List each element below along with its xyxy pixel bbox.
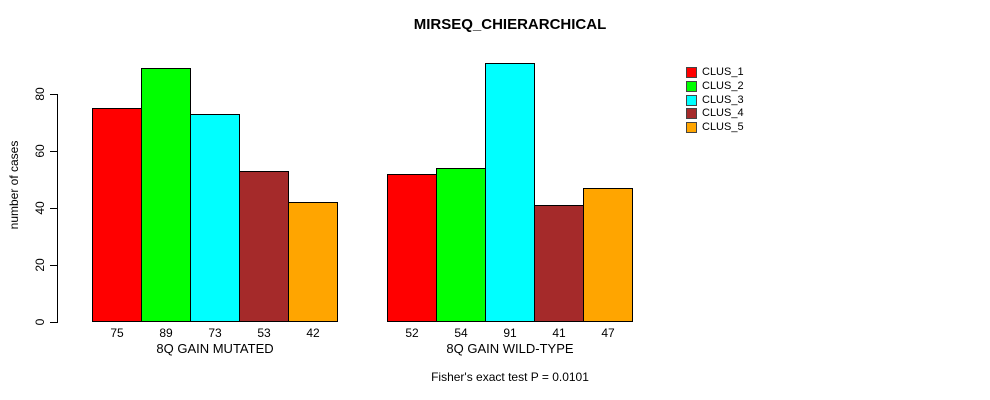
bar-clus_3 <box>190 114 240 322</box>
y-tick-label: 60 <box>33 144 47 158</box>
y-tick-label: 80 <box>33 87 47 101</box>
legend-label: CLUS_4 <box>702 107 744 119</box>
bar-value-label: 73 <box>208 326 222 340</box>
bar-value-label: 47 <box>601 326 615 340</box>
y-tick-mark <box>50 265 57 266</box>
bar-value-label: 42 <box>306 326 320 340</box>
chart-title: MIRSEQ_CHIERARCHICAL <box>413 16 607 33</box>
legend-label: CLUS_5 <box>702 121 744 133</box>
bar-value-label: 41 <box>552 326 566 340</box>
legend-item-clus_3: CLUS_3 <box>686 94 744 107</box>
y-tick-label: 20 <box>33 258 47 272</box>
bar-value-label: 52 <box>405 326 419 340</box>
legend-item-clus_1: CLUS_1 <box>686 66 744 79</box>
y-tick-mark <box>50 322 57 323</box>
bar-clus_4 <box>239 171 289 322</box>
group-label: 8Q GAIN MUTATED <box>156 341 274 356</box>
legend-swatch-icon <box>686 108 697 119</box>
legend-swatch-icon <box>686 67 697 78</box>
bar-value-label: 54 <box>454 326 468 340</box>
bar-clus_5 <box>583 188 633 322</box>
bar-value-label: 75 <box>110 326 124 340</box>
y-tick-mark <box>50 94 57 95</box>
y-axis-line <box>57 94 58 323</box>
caption: Fisher's exact test P = 0.0101 <box>431 370 589 384</box>
y-tick-mark <box>50 208 57 209</box>
bar-clus_3 <box>485 63 535 322</box>
legend-item-clus_5: CLUS_5 <box>686 121 744 134</box>
bar-clus_4 <box>534 205 584 322</box>
bar-clus_1 <box>92 108 142 322</box>
legend-swatch-icon <box>686 81 697 92</box>
legend-label: CLUS_3 <box>702 94 744 106</box>
legend-swatch-icon <box>686 95 697 106</box>
legend-item-clus_4: CLUS_4 <box>686 107 744 120</box>
y-tick-label: 40 <box>33 201 47 215</box>
y-tick-mark <box>50 151 57 152</box>
legend-swatch-icon <box>686 122 697 133</box>
legend-label: CLUS_1 <box>702 66 744 78</box>
bar-value-label: 53 <box>257 326 271 340</box>
y-tick-label: 0 <box>33 318 47 326</box>
bar-clus_2 <box>436 168 486 322</box>
y-axis-label: number of cases <box>7 140 21 230</box>
legend-item-clus_2: CLUS_2 <box>686 80 744 93</box>
bar-clus_5 <box>288 202 338 322</box>
legend-label: CLUS_2 <box>702 80 744 92</box>
bar-clus_2 <box>141 68 191 322</box>
group-label: 8Q GAIN WILD-TYPE <box>446 341 574 356</box>
bar-value-label: 89 <box>159 326 173 340</box>
bar-clus_1 <box>387 174 437 322</box>
bar-value-label: 91 <box>503 326 517 340</box>
